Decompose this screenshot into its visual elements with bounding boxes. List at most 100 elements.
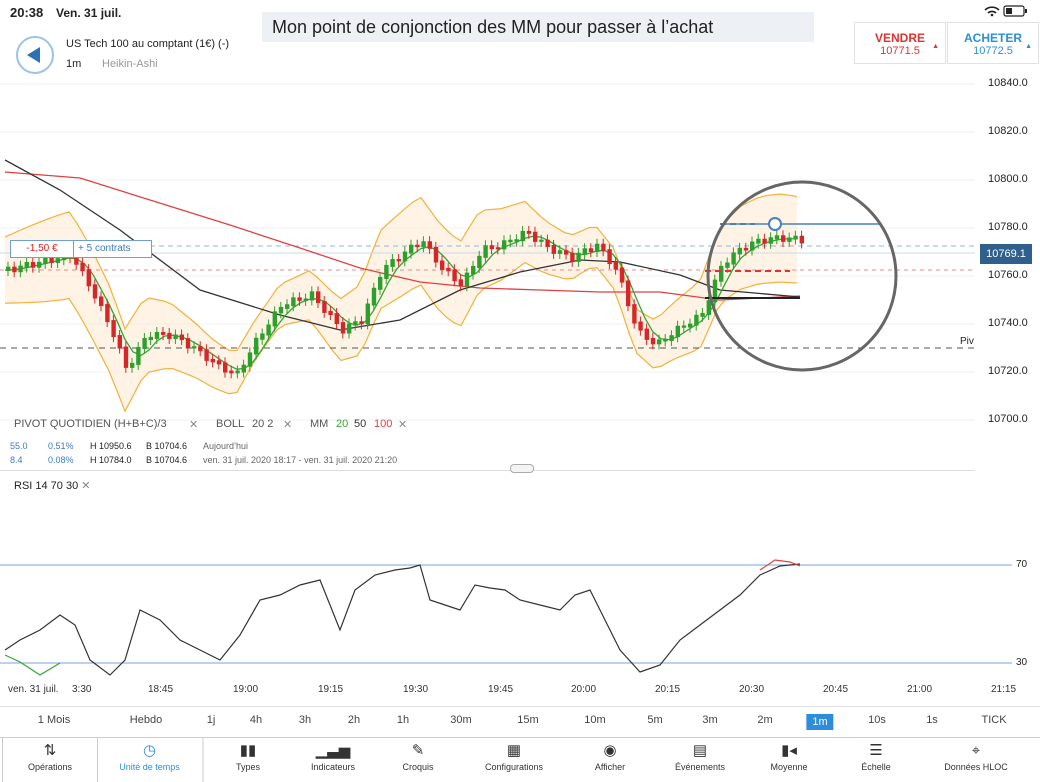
up-candle	[6, 266, 11, 271]
mm-indicator-label[interactable]: MM	[310, 418, 329, 430]
close-icon[interactable]: ✕	[189, 419, 199, 431]
up-candle	[291, 297, 296, 307]
up-candle	[576, 252, 581, 262]
up-candle	[347, 323, 352, 334]
position-pnl: -1,50 €	[11, 241, 74, 257]
mm20-value: 20	[336, 418, 349, 430]
down-candle	[80, 262, 85, 272]
close-icon[interactable]: ✕	[81, 480, 91, 492]
rsi-line	[4, 563, 801, 676]
mm100-line	[4, 171, 801, 301]
chart-type-label: Heikin-Ashi	[102, 58, 158, 70]
period-10s[interactable]: 10s	[868, 714, 886, 726]
rsi-label[interactable]: RSI 14 70 30 ✕	[14, 480, 91, 492]
up-candle	[43, 257, 48, 264]
period-2h[interactable]: 2h	[347, 714, 361, 726]
up-candle	[254, 337, 259, 355]
period-4h[interactable]: 4h	[249, 714, 263, 726]
toolbar-scale[interactable]: ☰ Échelle	[831, 738, 921, 782]
up-candle	[384, 264, 389, 279]
boll-indicator-label[interactable]: BOLL	[216, 418, 245, 430]
down-candle	[117, 335, 122, 349]
time-tick: 3:30	[72, 684, 92, 695]
down-candle	[334, 313, 339, 325]
down-candle	[216, 360, 222, 365]
down-candle	[489, 245, 494, 250]
down-candle	[12, 266, 17, 273]
toolbar-sketch[interactable]: ✎ Croquis	[373, 738, 463, 782]
up-candle	[285, 304, 290, 309]
period-30m[interactable]: 30m	[450, 714, 472, 726]
up-candle	[712, 279, 718, 303]
toolbar-events[interactable]: ▤ Événements	[655, 738, 745, 782]
period-15m[interactable]: 15m	[517, 714, 539, 726]
time-tick: 18:45	[148, 684, 174, 695]
period-1j[interactable]: 1j	[206, 714, 216, 726]
price-tick: 10780.0	[988, 221, 1028, 233]
up-candle	[154, 331, 160, 339]
close-icon[interactable]: ✕	[283, 419, 293, 431]
info-low: B 10704.6	[146, 455, 188, 465]
period-hebdo[interactable]: Hebdo	[129, 714, 163, 726]
period-1-mois[interactable]: 1 Mois	[37, 714, 71, 726]
price-tick: 10700.0	[988, 413, 1028, 425]
down-candle	[161, 331, 166, 335]
period-3h[interactable]: 3h	[298, 714, 312, 726]
rsi-chart[interactable]	[0, 490, 1040, 690]
up-candle	[247, 352, 253, 367]
up-candle	[787, 237, 792, 242]
toolbar-hloc-data[interactable]: ⌖ Données HLOC	[931, 738, 1021, 782]
clock-icon: ◷	[142, 742, 157, 759]
back-arrow-icon[interactable]	[16, 36, 54, 74]
down-candle	[297, 297, 302, 301]
toolbar-indicators[interactable]: ▁▃▅ Indicateurs	[288, 738, 378, 782]
eye-icon: ◉	[603, 742, 617, 759]
up-candle	[595, 243, 600, 253]
scale-icon: ☰	[869, 742, 883, 759]
down-candle	[105, 304, 110, 323]
toolbar-configurations[interactable]: ▦ Configurations	[469, 738, 559, 782]
close-icon[interactable]: ✕	[398, 419, 408, 431]
time-tick: 20:00	[571, 684, 597, 695]
info-high: H 10784.0	[90, 455, 132, 465]
toolbar-operations[interactable]: ⇅ Opérations	[2, 738, 98, 782]
down-candle	[179, 334, 184, 341]
up-candle	[390, 259, 395, 267]
up-candle	[477, 255, 482, 268]
period-10m[interactable]: 10m	[584, 714, 606, 726]
down-candle	[799, 235, 804, 244]
period-3m[interactable]: 3m	[702, 714, 718, 726]
up-candle	[260, 333, 265, 340]
resize-handle[interactable]	[510, 464, 534, 473]
mm100-value: 100	[374, 418, 393, 430]
period-2m[interactable]: 2m	[757, 714, 773, 726]
up-candle	[520, 230, 525, 242]
info-period: Aujourd’hui	[203, 441, 249, 451]
sell-button[interactable]: VENDRE 10771.5 ▲	[854, 22, 946, 64]
toolbar-average[interactable]: ▮◂ Moyenne	[744, 738, 834, 782]
buy-button[interactable]: ACHETER 10772.5 ▲	[947, 22, 1039, 64]
pivot-indicator-label[interactable]: PIVOT QUOTIDIEN (H+B+C)/3	[14, 418, 167, 430]
pane-divider	[0, 470, 975, 471]
up-candle	[142, 338, 147, 349]
up-candle	[303, 298, 308, 301]
toolbar-time-unit[interactable]: ◷ Unité de temps	[97, 738, 204, 782]
position-tag[interactable]: -1,50 € + 5 contrats	[10, 240, 152, 258]
price-tick: 10800.0	[988, 173, 1028, 185]
price-tick: 10840.0	[988, 77, 1028, 89]
sell-price: 10771.5	[880, 45, 920, 57]
period-1s[interactable]: 1s	[926, 714, 938, 726]
toolbar-display[interactable]: ◉ Afficher	[565, 738, 655, 782]
rsi-oversold-line	[4, 654, 61, 676]
toolbar-types[interactable]: ▮▮ Types	[203, 738, 293, 782]
down-candle	[229, 370, 234, 374]
down-candle	[650, 337, 656, 345]
period-5m[interactable]: 5m	[647, 714, 663, 726]
period-tick[interactable]: TICK	[981, 714, 1007, 726]
period-1m[interactable]: 1m	[806, 714, 834, 730]
price-chart[interactable]	[0, 0, 1040, 470]
info-low: B 10704.6	[146, 441, 188, 451]
up-candle	[669, 335, 674, 341]
period-1h[interactable]: 1h	[396, 714, 410, 726]
highlight-circle	[706, 180, 898, 372]
